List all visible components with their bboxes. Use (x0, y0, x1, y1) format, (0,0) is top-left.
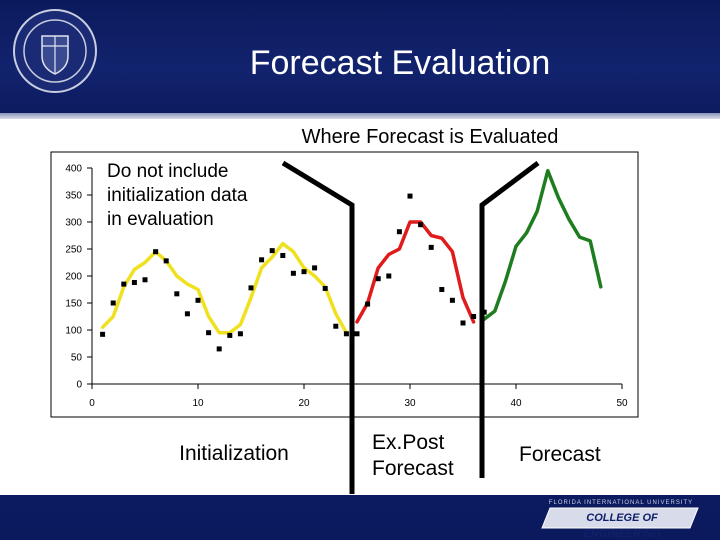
y-tick-label: 300 (65, 218, 82, 229)
divider-line-expost (281, 160, 355, 494)
slide-title: Forecast Evaluation (249, 44, 551, 82)
data-point (407, 193, 413, 199)
data-point (269, 248, 275, 254)
series-line (355, 220, 476, 324)
data-point (163, 258, 169, 264)
data-point (153, 249, 159, 255)
data-point (142, 277, 148, 283)
data-point (216, 346, 222, 352)
annotation-note-line: in evaluation (107, 209, 214, 230)
y-tick-label: 200 (65, 272, 82, 283)
header-rule (0, 113, 720, 119)
footer-logo-small-text: FLORIDA INTERNATIONAL UNIVERSITY (548, 500, 694, 506)
data-point (100, 331, 106, 337)
data-point (365, 301, 371, 307)
data-point (195, 297, 201, 303)
data-point (322, 285, 328, 291)
chart-title: Where Forecast is Evaluated (301, 126, 559, 148)
region-label-forecast: Forecast (519, 443, 601, 466)
region-dividers (281, 160, 540, 494)
data-point (449, 297, 455, 303)
data-point (110, 300, 116, 306)
x-tick-label: 10 (192, 398, 204, 409)
x-tick-label: 40 (510, 398, 522, 409)
data-point (343, 331, 349, 337)
y-tick-label: 150 (65, 299, 82, 310)
data-point (333, 323, 339, 329)
annotation-note-line: initialization data (107, 185, 248, 206)
plot-frame (50, 151, 639, 418)
divider-line-forecast (479, 161, 540, 478)
data-point (259, 257, 265, 263)
series-line (100, 241, 349, 335)
data-point (290, 270, 296, 276)
y-tick-label: 0 (76, 380, 82, 391)
data-point (206, 330, 212, 336)
university-seal-icon (13, 9, 97, 93)
x-tick-label: 50 (616, 398, 628, 409)
data-point (375, 276, 381, 282)
data-point (184, 311, 190, 317)
data-point (418, 222, 424, 228)
data-point (471, 314, 477, 319)
college-logo-icon (541, 507, 699, 529)
annotation-note: Do not include initialization data in ev… (107, 160, 255, 232)
region-label-expost-line: Ex.Post (372, 431, 445, 454)
chart-marks (100, 168, 603, 352)
x-tick-label: 20 (298, 398, 310, 409)
data-point (121, 281, 127, 287)
data-point (439, 287, 445, 292)
data-point (227, 332, 233, 338)
region-label-initialization: Initialization (179, 442, 289, 465)
y-tick-label: 400 (65, 164, 82, 175)
region-label-expost: Ex.Post Forecast (372, 430, 454, 482)
x-tick-label: 0 (89, 398, 95, 409)
data-point (131, 279, 137, 285)
data-point (237, 331, 243, 337)
data-point (386, 273, 392, 279)
data-point (396, 229, 402, 235)
y-tick-label: 350 (65, 191, 82, 202)
annotation-note-line: Do not include (107, 161, 229, 182)
data-point (301, 269, 307, 275)
data-point (460, 320, 466, 326)
region-label-expost-line: Forecast (372, 457, 454, 480)
data-point (280, 252, 286, 258)
header-band (0, 0, 720, 113)
data-point (354, 331, 360, 337)
data-point (312, 265, 318, 271)
data-point (428, 244, 434, 250)
y-tick-label: 100 (65, 326, 82, 337)
y-tick-label: 50 (71, 353, 83, 364)
y-tick-label: 250 (65, 245, 82, 256)
data-point (248, 285, 254, 291)
data-point (174, 291, 180, 297)
series-line (482, 168, 603, 321)
footer-logo-label: COLLEGE OF ENGINEERING (583, 512, 661, 540)
chart-axes: 0 50 100 150 200 250 300 350 400 0 10 20 30 40 50 (65, 164, 628, 410)
x-tick-label: 30 (404, 398, 416, 409)
